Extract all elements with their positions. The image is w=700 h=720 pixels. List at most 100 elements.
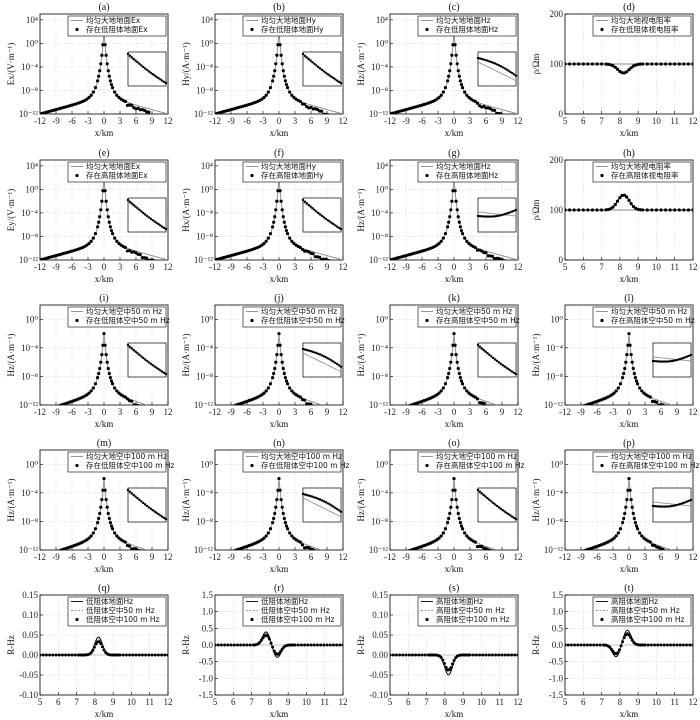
inset-point <box>339 365 343 368</box>
data-point <box>145 256 149 260</box>
data-point <box>640 534 644 538</box>
inset-point <box>476 214 480 218</box>
data-point <box>156 116 159 119</box>
data-point <box>267 637 271 641</box>
data-point <box>272 371 276 376</box>
data-point <box>618 196 622 200</box>
x-tick-label: 12 <box>514 262 523 272</box>
data-point <box>454 498 458 502</box>
legend-label: 低阻体地面Hz <box>86 596 133 606</box>
x-tick-label: -3 <box>84 262 92 272</box>
inset-point <box>320 214 324 218</box>
data-point <box>331 558 334 561</box>
data-point <box>64 653 68 657</box>
y-tick-label: 10⁻⁸ <box>371 231 388 241</box>
data-point <box>109 82 114 87</box>
data-point <box>268 231 273 236</box>
data-point <box>689 418 692 421</box>
y-tick-label: 10⁻¹² <box>194 255 213 265</box>
data-point <box>516 653 518 657</box>
x-tick-label: 3 <box>468 552 473 562</box>
inset-point <box>505 212 508 215</box>
inset-point <box>686 355 689 358</box>
y-tick-label: 10⁻¹² <box>369 400 388 410</box>
data-point <box>281 215 285 219</box>
data-point <box>136 548 140 550</box>
data-point <box>565 62 567 66</box>
legend-swatch <box>75 173 79 178</box>
x-tick-label: -3 <box>84 552 92 562</box>
y-tick-label: 200 <box>550 155 564 165</box>
plot-area <box>397 331 499 411</box>
inset-point <box>318 67 322 70</box>
data-point <box>495 552 498 555</box>
data-point <box>335 643 339 647</box>
data-point <box>586 62 590 66</box>
data-point <box>510 653 514 657</box>
data-point <box>320 109 324 113</box>
data-point <box>448 69 452 73</box>
y-tick-label: 10⁻⁴ <box>196 488 213 498</box>
y-tick-label: 0.15 <box>372 590 388 600</box>
panel-title: (p) <box>623 438 635 449</box>
data-point <box>158 116 161 119</box>
x-tick-label: 6 <box>309 552 314 562</box>
y-tick-label: 10⁰ <box>25 184 38 194</box>
data-point <box>282 371 286 376</box>
data-point <box>108 375 112 380</box>
data-point <box>615 199 620 203</box>
data-point <box>284 82 289 87</box>
y-tick-label: 10⁰ <box>200 184 213 194</box>
x-tick-label: 6 <box>134 262 139 272</box>
inset-point <box>157 76 160 80</box>
panel-n: (n) -12 -9 -6 -3 0 3 6 9 12 10⁰ 10⁻⁴ 10⁻⁸ 10⁻¹² x/km Hz… <box>181 438 350 574</box>
data-point <box>313 549 317 550</box>
x-tick-label: -12 <box>384 262 396 272</box>
data-point <box>338 643 342 647</box>
x-tick-label: -3 <box>434 407 442 417</box>
data-point <box>268 382 273 386</box>
data-point <box>683 560 686 563</box>
x-axis-label: x/km <box>270 419 289 429</box>
data-point <box>118 653 122 657</box>
y-tick-label: 10⁻¹² <box>369 255 388 265</box>
x-tick-label: 6 <box>484 552 489 562</box>
x-tick-label: -6 <box>243 407 251 417</box>
data-point <box>668 62 672 66</box>
data-point <box>397 408 400 411</box>
y-tick-label: 10⁻⁴ <box>371 62 388 72</box>
y-tick-label: 10⁴ <box>376 161 388 171</box>
x-tick-label: 5 <box>213 697 218 707</box>
inset-point <box>484 215 487 218</box>
inset-point <box>130 347 133 350</box>
inset-point <box>317 211 320 215</box>
x-tick-label: 6 <box>406 697 411 707</box>
x-tick-label: 12 <box>164 407 173 417</box>
data-point <box>401 653 405 657</box>
inset-point <box>328 358 331 361</box>
x-tick-label: 12 <box>689 407 698 417</box>
data-point <box>138 549 142 550</box>
legend-label: 存在低阻体空中50 m Hz <box>86 315 170 325</box>
panel-title: (j) <box>274 293 283 304</box>
data-point <box>107 516 111 521</box>
data-point <box>508 263 511 266</box>
data-point <box>331 643 335 647</box>
data-point <box>40 653 42 657</box>
data-point <box>283 520 287 525</box>
panel-title: (k) <box>448 293 460 304</box>
data-point <box>108 79 112 83</box>
x-tick-label: 9 <box>500 116 505 126</box>
y-tick-label: 10⁻⁴ <box>196 208 213 218</box>
inset-point <box>153 220 156 223</box>
data-point <box>457 74 461 78</box>
data-point <box>103 488 107 492</box>
x-tick-label: -9 <box>402 116 410 126</box>
x-axis-label: x/km <box>620 709 639 719</box>
inset-point <box>488 60 491 63</box>
inset-point <box>680 502 683 505</box>
data-point <box>98 69 102 73</box>
panel-f: (f) -12 -9 -6 -3 0 3 6 9 12 10⁴ 10⁰ 10⁻⁴ 10⁻⁸ 10⁻¹² x/k… <box>181 148 348 284</box>
inset-point <box>130 202 133 205</box>
